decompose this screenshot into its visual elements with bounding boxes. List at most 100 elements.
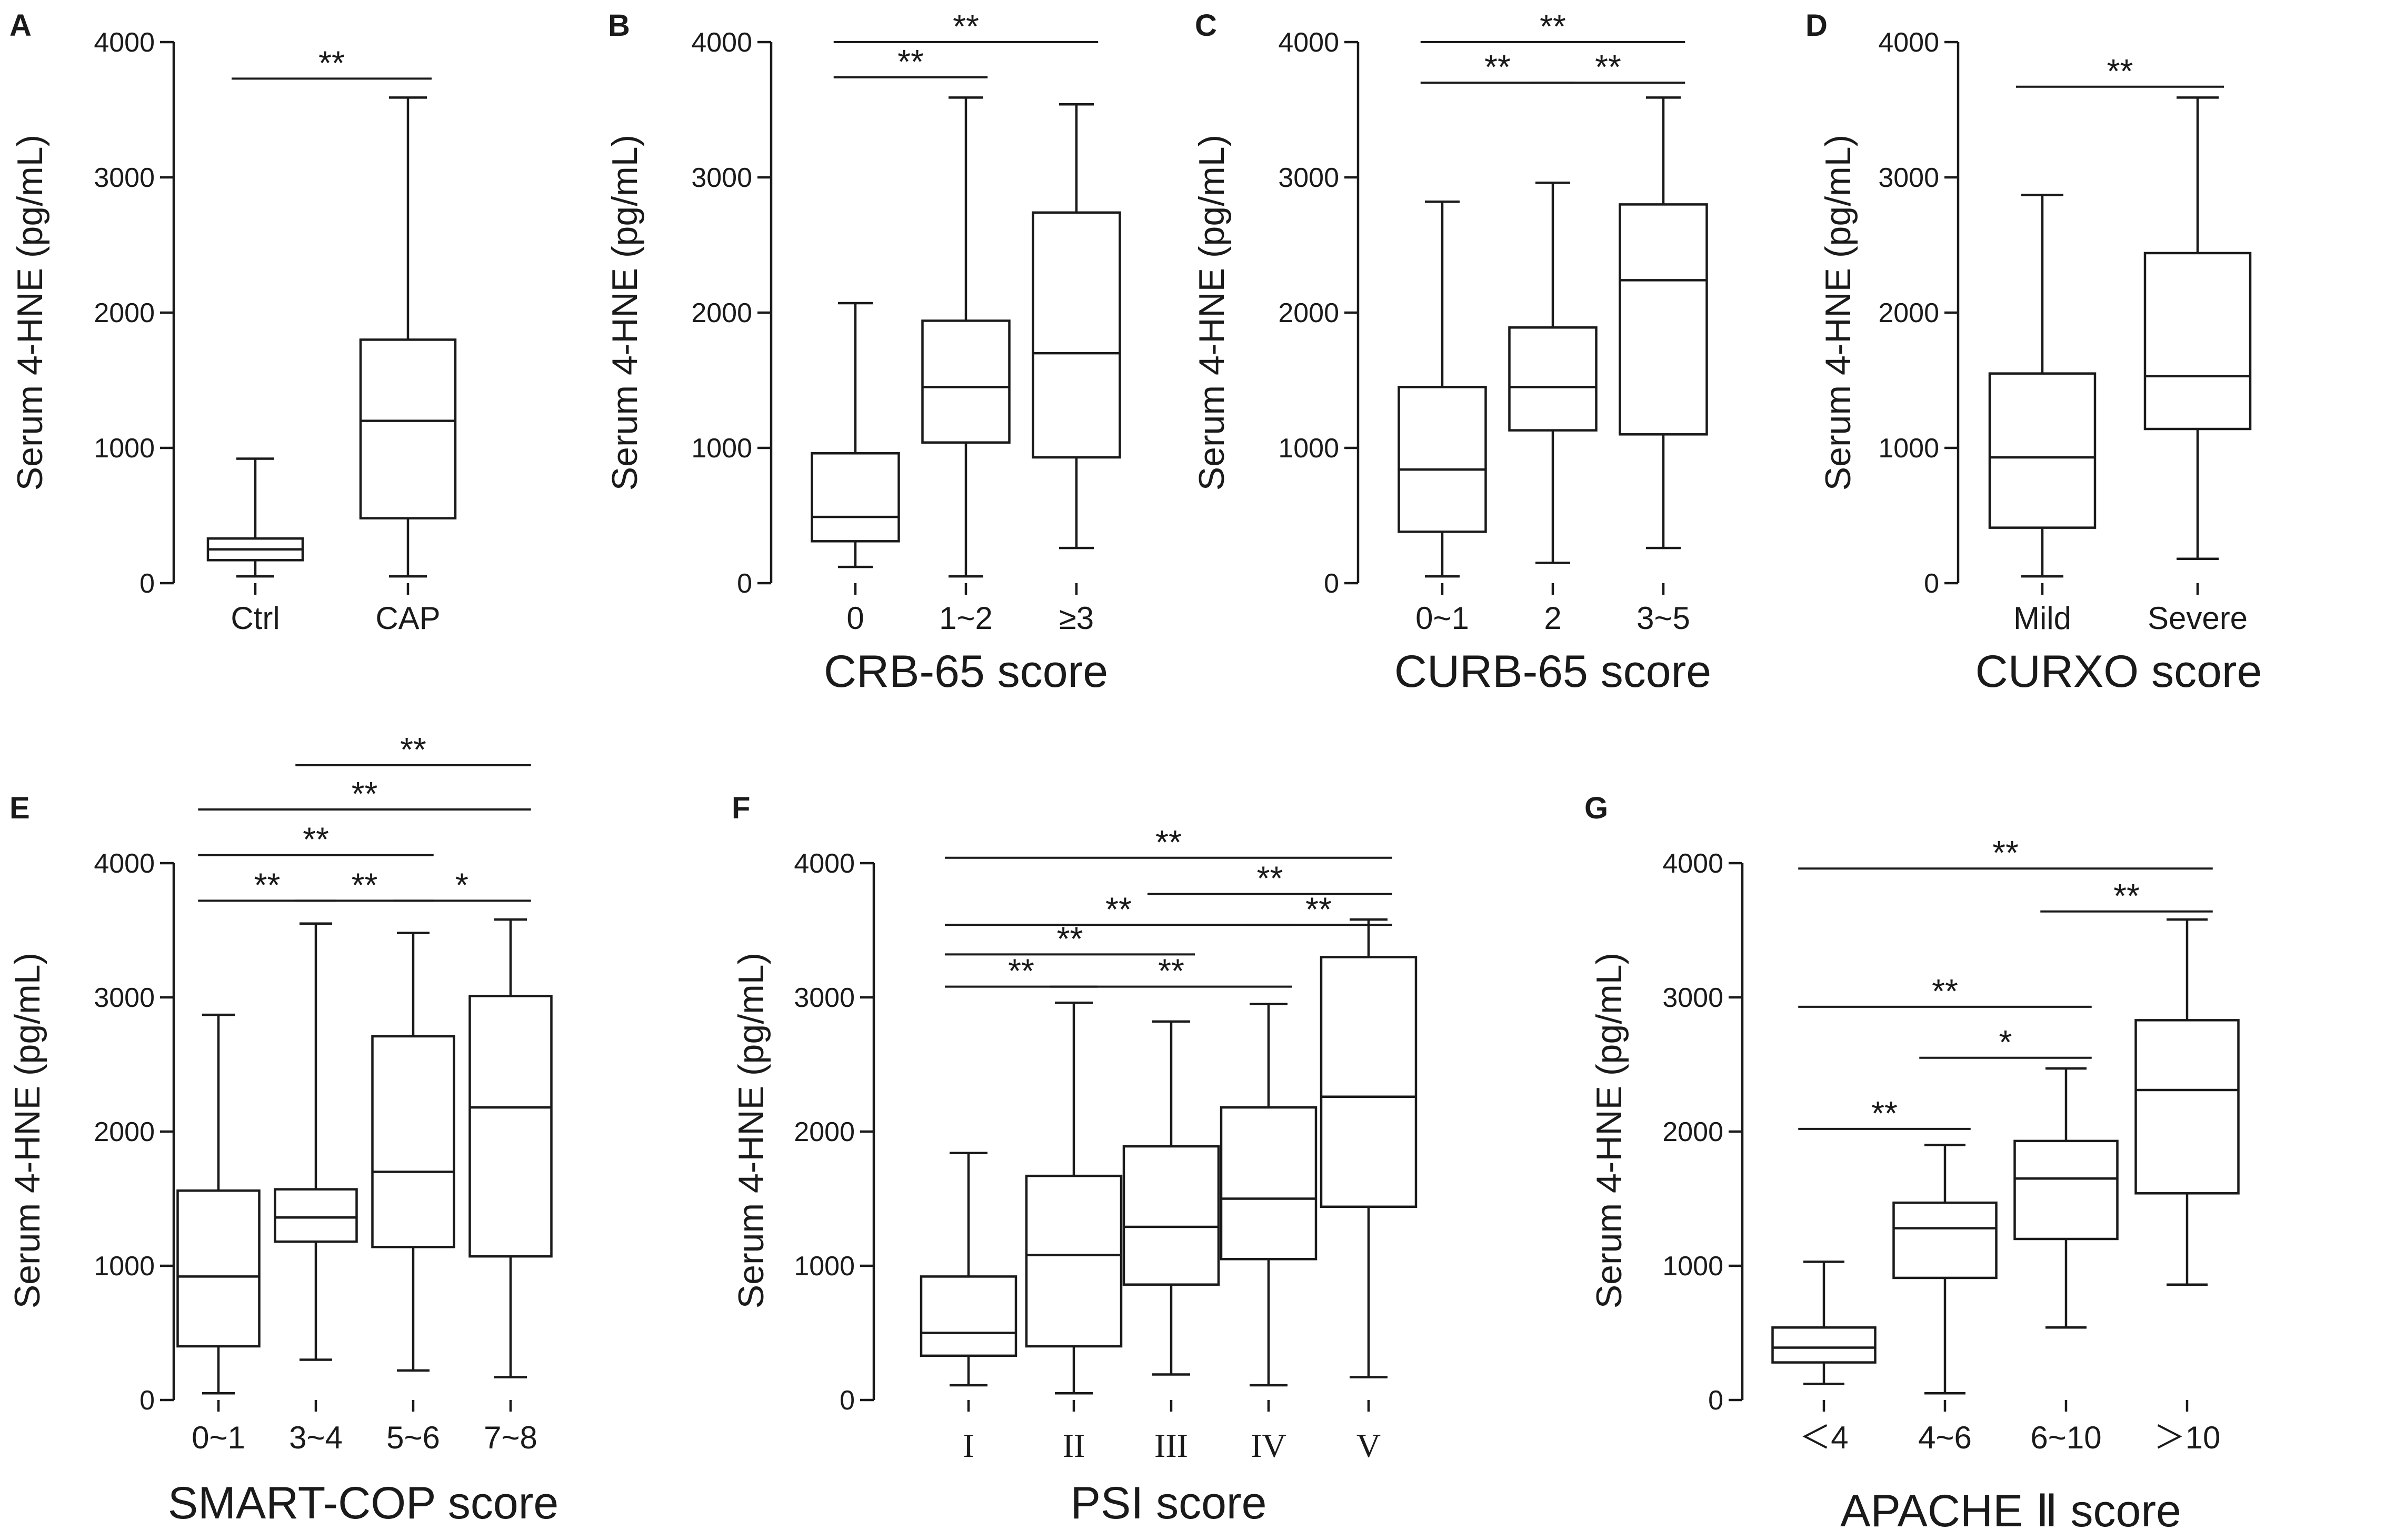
y-tick-label: 2000	[691, 298, 752, 328]
box-iqr	[1398, 386, 1487, 533]
panel-D: D 0 1000 2000 3000 4000 Serum 4-HNE (pg/mL) Mil…	[1805, 8, 2262, 697]
panel-E: E 0 1000 2000 3000 4000 Serum 4-HNE (pg/mL) 0~1…	[7, 731, 558, 1528]
y-tick-label: 4000	[691, 27, 752, 58]
y-tick-label: 1000	[1662, 1251, 1723, 1282]
significance-label: **	[1008, 952, 1034, 990]
y-tick-label: 3000	[1878, 163, 1939, 193]
y-axis-label: Serum 4-HNE (pg/mL)	[10, 135, 50, 491]
significance-label: **	[1057, 919, 1083, 957]
box-iqr	[1619, 203, 1708, 436]
x-tick-label: 0~1	[192, 1420, 245, 1455]
y-tick-label: 4000	[94, 27, 155, 58]
x-tick-label: 3~5	[1636, 601, 1690, 636]
significance-label: **	[318, 44, 345, 82]
x-tick-label: 4~6	[1918, 1420, 1972, 1455]
y-tick-label: 1000	[1878, 433, 1939, 464]
significance-label: **	[1158, 952, 1184, 990]
x-axis-label: SMART-COP score	[168, 1478, 558, 1528]
box-3~5	[1619, 96, 1708, 549]
x-tick-label: ≥3	[1059, 601, 1094, 636]
box-I	[920, 1152, 1017, 1387]
x-tick-label: ＜4	[1799, 1420, 1848, 1455]
box-7~8	[468, 918, 553, 1378]
x-tick-label: Ctrl	[231, 601, 280, 636]
box-Severe	[2143, 96, 2252, 560]
significance-label: **	[1484, 48, 1511, 86]
y-tick-label: 2000	[794, 1117, 855, 1147]
panel-letter: A	[9, 8, 32, 43]
y-axis-label: Serum 4-HNE (pg/mL)	[605, 135, 645, 491]
y-tick-label: 3000	[1278, 163, 1339, 193]
significance-label: **	[254, 866, 281, 904]
box-iqr	[920, 1275, 1017, 1357]
y-tick-label: 2000	[94, 1117, 155, 1147]
panel-A: A 0 1000 2000 3000 4000 Serum 4-HNE (pg/mL) Ctr…	[9, 8, 457, 636]
y-tick-label: 1000	[691, 433, 752, 464]
significance-label: **	[1871, 1094, 1898, 1132]
significance-label: **	[1257, 859, 1283, 897]
box-iqr	[1122, 1145, 1220, 1286]
x-tick-label: II	[1063, 1427, 1085, 1464]
y-axis-label: Serum 4-HNE (pg/mL)	[7, 953, 47, 1308]
y-axis-label: Serum 4-HNE (pg/mL)	[1818, 135, 1858, 491]
box-iqr	[2013, 1139, 2119, 1241]
box-≥3	[1032, 103, 1121, 549]
y-axis-label: Serum 4-HNE (pg/mL)	[1192, 135, 1232, 491]
box-iqr	[359, 338, 457, 519]
box-V	[1320, 918, 1418, 1378]
box-iqr	[371, 1035, 455, 1248]
y-tick-label: 0	[139, 568, 155, 599]
box-Ctrl	[206, 457, 304, 578]
y-tick-label: 1000	[794, 1251, 855, 1282]
x-tick-label: 5~6	[386, 1420, 440, 1455]
x-tick-label: 6~10	[2030, 1420, 2101, 1455]
box-4~6	[1892, 1144, 1998, 1395]
box-iqr	[468, 995, 553, 1258]
y-tick-label: 1000	[94, 433, 155, 464]
panel-letter: B	[608, 8, 630, 43]
x-tick-label: ＞10	[2154, 1420, 2221, 1455]
y-tick-label: 0	[1924, 568, 1939, 599]
significance-label: **	[897, 43, 924, 81]
y-tick-label: 3000	[1662, 983, 1723, 1013]
significance-label: *	[455, 866, 468, 904]
x-axis-label: CURB-65 score	[1394, 646, 1711, 697]
box-IV	[1220, 1003, 1318, 1387]
x-tick-label: 1~2	[939, 601, 993, 636]
y-tick-label: 4000	[1878, 27, 1939, 58]
box-6~10	[2013, 1067, 2119, 1329]
box-iqr	[274, 1188, 358, 1243]
box-iqr	[1320, 956, 1418, 1208]
panel-letter: D	[1805, 8, 1828, 43]
panel-letter: G	[1584, 791, 1608, 825]
box-iqr	[2143, 252, 2252, 431]
box-0~1	[1398, 201, 1487, 578]
significance-label: **	[2107, 52, 2133, 90]
box-2	[1508, 182, 1598, 564]
y-tick-label: 2000	[1878, 298, 1939, 328]
box-II	[1025, 1001, 1123, 1395]
y-axis-label: Serum 4-HNE (pg/mL)	[1589, 953, 1629, 1308]
significance-label: **	[352, 775, 378, 813]
y-tick-label: 0	[840, 1385, 855, 1416]
significance-label: **	[400, 731, 426, 768]
y-tick-label: 2000	[1662, 1117, 1723, 1147]
box-iqr	[1220, 1106, 1318, 1261]
box-Mild	[1988, 194, 2097, 578]
x-tick-label: III	[1154, 1427, 1188, 1464]
significance-label: **	[303, 821, 329, 858]
x-axis-label: CURXO score	[1975, 646, 2262, 697]
panel-letter: E	[9, 791, 30, 825]
y-tick-label: 0	[737, 568, 752, 599]
box-iqr	[921, 319, 1011, 444]
box-iqr	[1508, 326, 1598, 432]
significance-label: *	[1999, 1023, 2012, 1061]
box-iqr	[2134, 1019, 2240, 1195]
x-tick-label: IV	[1251, 1427, 1286, 1464]
significance-label: **	[1992, 834, 2019, 872]
x-tick-label: 0~1	[1415, 601, 1469, 636]
x-tick-label: 0	[846, 601, 864, 636]
x-axis-label: APACHE Ⅱ score	[1840, 1486, 2181, 1536]
y-tick-label: 4000	[794, 848, 855, 879]
